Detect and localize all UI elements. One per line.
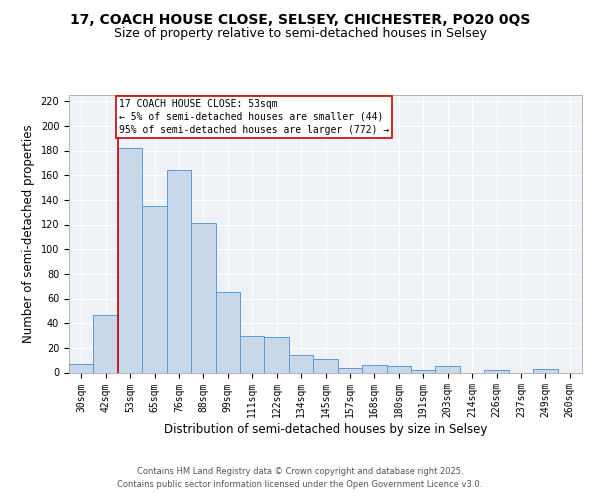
Bar <box>362 365 386 372</box>
Text: 17, COACH HOUSE CLOSE, SELSEY, CHICHESTER, PO20 0QS: 17, COACH HOUSE CLOSE, SELSEY, CHICHESTE… <box>70 12 530 26</box>
Bar <box>386 366 411 372</box>
Bar <box>240 336 265 372</box>
X-axis label: Distribution of semi-detached houses by size in Selsey: Distribution of semi-detached houses by … <box>164 423 487 436</box>
Bar <box>167 170 191 372</box>
Bar <box>289 355 313 372</box>
Bar <box>191 224 215 372</box>
Bar <box>142 206 167 372</box>
Bar <box>313 359 338 372</box>
Text: 17 COACH HOUSE CLOSE: 53sqm
← 5% of semi-detached houses are smaller (44)
95% of: 17 COACH HOUSE CLOSE: 53sqm ← 5% of semi… <box>119 98 389 135</box>
Bar <box>338 368 362 372</box>
Bar <box>118 148 142 372</box>
Bar <box>533 369 557 372</box>
Bar <box>69 364 94 372</box>
Bar <box>436 366 460 372</box>
Bar <box>265 336 289 372</box>
Text: Contains HM Land Registry data © Crown copyright and database right 2025.: Contains HM Land Registry data © Crown c… <box>137 467 463 476</box>
Bar <box>94 314 118 372</box>
Bar <box>411 370 436 372</box>
Y-axis label: Number of semi-detached properties: Number of semi-detached properties <box>22 124 35 343</box>
Text: Contains public sector information licensed under the Open Government Licence v3: Contains public sector information licen… <box>118 480 482 489</box>
Bar <box>484 370 509 372</box>
Text: Size of property relative to semi-detached houses in Selsey: Size of property relative to semi-detach… <box>113 28 487 40</box>
Bar <box>215 292 240 372</box>
